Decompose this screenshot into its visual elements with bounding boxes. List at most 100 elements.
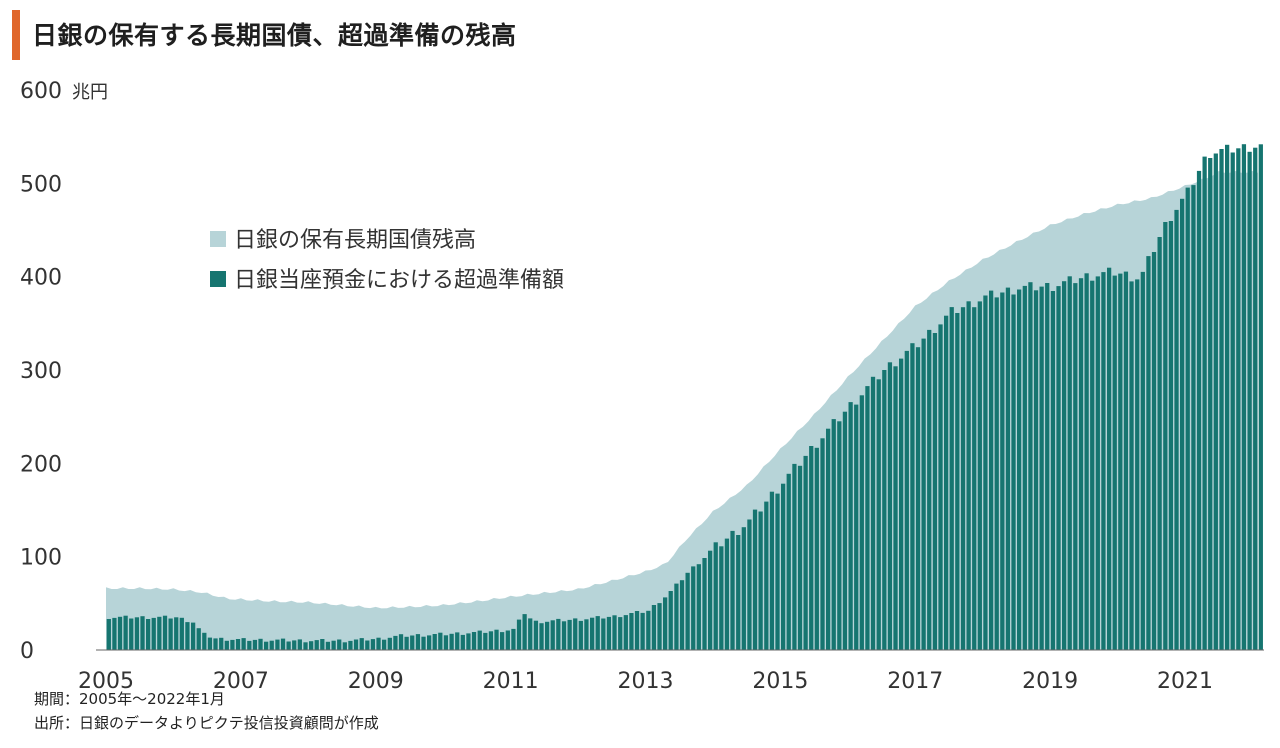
bar-excess-reserves: [1208, 158, 1213, 650]
bar-excess-reserves: [286, 641, 291, 650]
bar-excess-reserves: [151, 617, 156, 650]
bar-excess-reserves: [983, 295, 988, 650]
legend-swatch: [210, 231, 226, 247]
bar-excess-reserves: [904, 350, 909, 650]
bar-excess-reserves: [696, 564, 701, 650]
bar-excess-reserves: [258, 638, 263, 650]
bar-excess-reserves: [960, 307, 966, 650]
bar-excess-reserves: [618, 617, 623, 650]
bar-excess-reserves: [629, 613, 634, 650]
bar-excess-reserves: [674, 583, 679, 650]
x-tick-label: 2013: [617, 669, 673, 694]
bar-excess-reserves: [1011, 294, 1016, 650]
bar-excess-reserves: [1146, 256, 1151, 650]
bar-excess-reserves: [657, 603, 662, 650]
bar-excess-reserves: [837, 421, 842, 650]
bar-excess-reserves: [241, 638, 246, 650]
bar-excess-reserves: [348, 640, 353, 650]
bar-excess-reserves: [191, 622, 196, 650]
bar-excess-reserves: [387, 637, 392, 650]
bar-excess-reserves: [325, 641, 331, 650]
bar-excess-reserves: [927, 329, 932, 650]
bar-excess-reserves: [1039, 286, 1044, 650]
y-tick-label: 600: [20, 79, 62, 104]
bar-excess-reserves: [1168, 221, 1174, 650]
bar-excess-reserves: [415, 634, 421, 650]
bar-excess-reserves: [1073, 283, 1078, 650]
bar-excess-reserves: [915, 347, 921, 650]
bar-excess-reserves: [511, 628, 516, 650]
bar-excess-reserves: [646, 610, 651, 650]
bar-excess-reserves: [146, 619, 151, 650]
x-tick-label: 2015: [752, 669, 808, 694]
bar-excess-reserves: [404, 636, 409, 650]
bar-excess-reserves: [708, 550, 713, 650]
bar-excess-reserves: [1112, 275, 1117, 650]
bar-excess-reserves: [899, 358, 904, 650]
bar-excess-reserves: [1078, 278, 1084, 650]
bar-excess-reserves: [162, 615, 168, 650]
bar-excess-reserves: [106, 619, 111, 650]
bar-excess-reserves: [730, 530, 735, 650]
bar-excess-reserves: [752, 509, 758, 650]
bar-excess-reserves: [207, 637, 213, 650]
bar-excess-reserves: [876, 379, 881, 650]
bar-excess-reserves: [741, 527, 746, 650]
bar-excess-reserves: [1247, 151, 1252, 651]
bar-excess-reserves: [455, 632, 460, 650]
bar-excess-reserves: [803, 455, 808, 650]
bar-excess-reserves: [1084, 273, 1089, 650]
bar-excess-reserves: [213, 638, 218, 650]
bar-excess-reserves: [792, 463, 797, 650]
bar-excess-reserves: [528, 618, 533, 650]
bar-excess-reserves: [691, 566, 696, 650]
bar-excess-reserves: [640, 612, 645, 650]
bar-excess-reserves: [533, 620, 539, 650]
y-tick-label: 400: [20, 266, 62, 291]
bar-excess-reserves: [1196, 170, 1202, 650]
bar-excess-reserves: [252, 639, 258, 650]
bar-excess-reserves: [972, 307, 977, 650]
bar-excess-reserves: [1258, 144, 1263, 651]
bar-excess-reserves: [1230, 152, 1235, 650]
bar-excess-reserves: [438, 632, 443, 650]
x-tick-label: 2019: [1022, 669, 1078, 694]
bar-excess-reserves: [443, 635, 449, 650]
bar-excess-reserves: [1033, 290, 1039, 650]
bar-excess-reserves: [460, 634, 465, 650]
bar-excess-reserves: [494, 629, 499, 650]
bar-excess-reserves: [809, 446, 814, 650]
bar-excess-reserves: [668, 591, 673, 650]
bar-excess-reserves: [505, 630, 510, 650]
x-tick-label: 2005: [78, 669, 134, 694]
period-note: 期間：2005年～2022年1月: [34, 690, 225, 708]
x-tick-label: 2011: [483, 669, 539, 694]
bar-excess-reserves: [758, 511, 763, 650]
legend-swatch: [210, 271, 226, 287]
bar-excess-reserves: [882, 370, 887, 650]
y-tick-label: 300: [20, 359, 62, 384]
bar-excess-reserves: [410, 635, 415, 650]
bar-excess-reserves: [264, 641, 269, 650]
bar-excess-reserves: [634, 611, 640, 650]
bar-excess-reserves: [1095, 276, 1100, 650]
bar-excess-reserves: [1022, 285, 1027, 650]
bar-excess-reserves: [275, 639, 280, 650]
bar-excess-reserves: [432, 634, 437, 650]
bar-excess-reserves: [353, 639, 359, 650]
bar-excess-reserves: [297, 639, 302, 650]
bar-excess-reserves: [966, 301, 971, 650]
bar-excess-reserves: [235, 639, 241, 650]
x-tick-label: 2017: [887, 669, 943, 694]
bar-excess-reserves: [556, 618, 561, 650]
bar-excess-reserves: [1118, 273, 1123, 650]
bar-excess-reserves: [814, 447, 819, 650]
bar-excess-reserves: [679, 580, 685, 650]
bar-excess-reserves: [1017, 289, 1022, 650]
bar-excess-reserves: [820, 438, 825, 650]
bar-excess-reserves: [309, 641, 314, 650]
bar-excess-reserves: [1140, 271, 1145, 650]
bar-excess-reserves: [1005, 287, 1011, 650]
bar-excess-reserves: [224, 640, 229, 650]
bar-excess-reserves: [601, 618, 606, 650]
